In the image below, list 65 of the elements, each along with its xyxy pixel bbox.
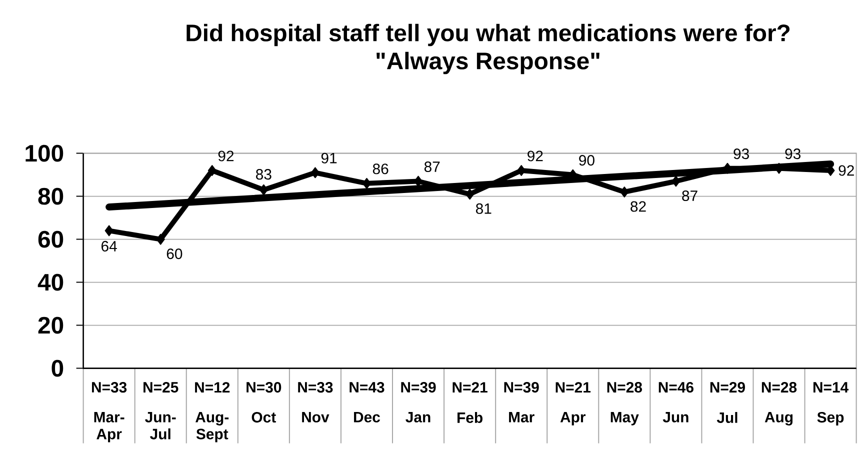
y-tick-label: 100 [26,144,64,162]
point [208,165,216,176]
data-label: 60 [166,248,182,260]
text: N=25 [144,382,178,393]
x-tick-label: Aug-Sept [196,412,229,442]
x-tick-label: Mar [509,412,534,422]
y-tick-label: 80 [38,188,64,205]
x-tick-label: Oct [252,412,276,423]
point [259,184,268,196]
point [310,167,320,178]
point [156,234,165,245]
text: N=21 [556,382,591,393]
x-tick-label: Dec [354,412,380,422]
text: N=28 [762,382,797,393]
point [466,188,474,200]
text: N=12 [195,382,230,393]
data-label: 92 [528,150,543,162]
data-label: 64 [102,240,117,252]
y-tick-label: 40 [38,274,64,291]
point [723,162,732,174]
chart-title: Did hospital staff tell you what medications were for? [186,24,790,46]
x-tick-label: Jan [406,412,430,422]
x-tick-label: Jun-Jul [145,412,176,440]
text: N=46 [658,382,694,393]
text: N=21 [452,382,488,393]
data-label: 82 [630,201,646,212]
data-label: 87 [682,190,698,202]
point [517,165,526,176]
x-tick-label: Feb [458,412,482,423]
text: N=28 [607,382,642,393]
y-tick-label: 60 [38,230,64,248]
text: N=33 [298,382,333,393]
data-label: 83 [256,169,272,180]
data-label: 91 [321,152,337,164]
data-label: 93 [734,148,749,160]
point [414,176,423,187]
x-tick-label: Aug [764,412,793,426]
text: N=30 [246,382,282,393]
data-label: 90 [579,155,594,166]
data-label: 92 [218,150,234,162]
y-tick-label: 0 [52,360,64,377]
text: N=39 [401,382,436,393]
point [104,225,114,236]
data-label: 87 [424,161,440,172]
x-tick-label: Jul [716,412,738,423]
text: N=33 [92,382,127,393]
data-label: 92 [838,165,854,176]
x-tick-label: Mar-Apr [94,412,124,442]
point [362,178,371,189]
chart-subtitle: "Always Response" [376,52,600,74]
point [672,176,680,187]
x-tick-label: Apr [560,412,586,426]
x-tick-label: May [610,412,639,426]
x-tick-label: Sep [817,412,844,426]
y-tick-label: 20 [38,316,64,334]
text: N=43 [350,382,384,393]
x-tick-label: Nov [302,412,330,422]
point [620,186,629,198]
text: N=39 [504,382,539,393]
text: N=29 [710,382,745,393]
data-label: 86 [372,164,388,174]
data-label: 93 [785,148,800,160]
text: N=14 [813,382,849,392]
data-label: 81 [476,203,492,214]
x-tick-label: Jun [662,412,688,422]
